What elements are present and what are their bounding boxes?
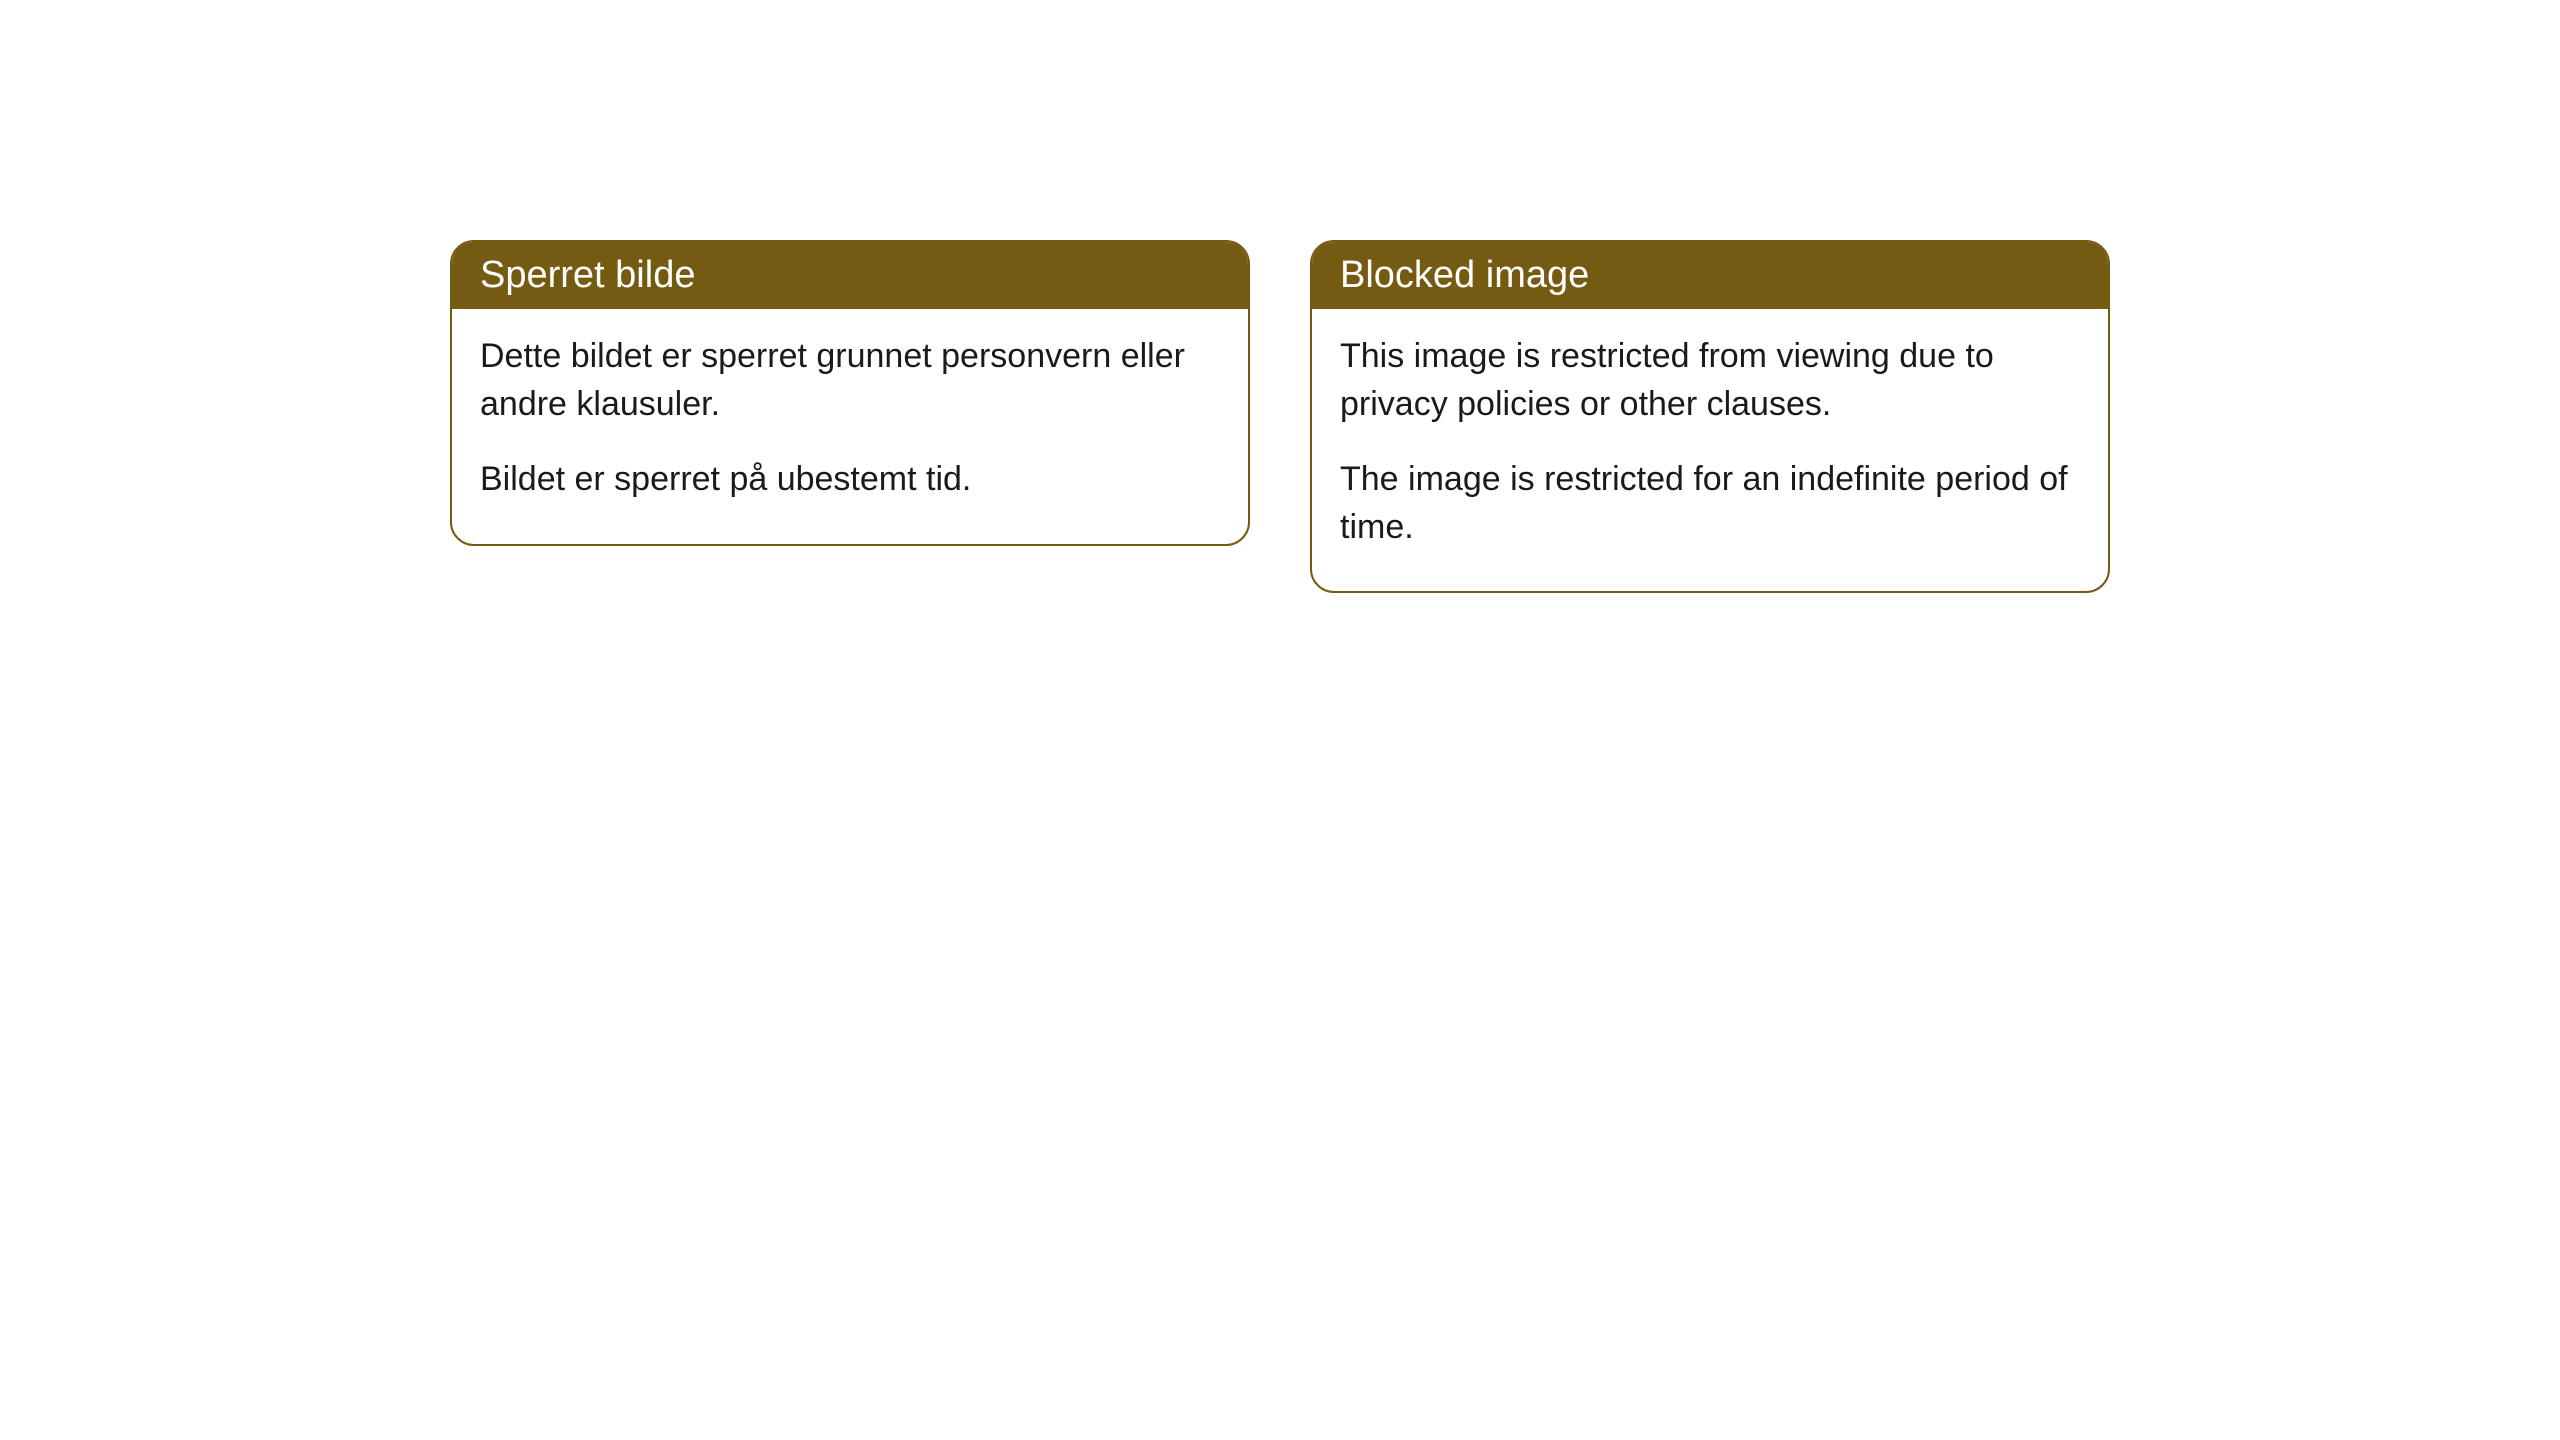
card-paragraph-2: Bildet er sperret på ubestemt tid. bbox=[480, 456, 1220, 504]
card-header: Blocked image bbox=[1312, 242, 2108, 309]
card-paragraph-2: The image is restricted for an indefinit… bbox=[1340, 456, 2080, 551]
card-header: Sperret bilde bbox=[452, 242, 1248, 309]
card-title: Blocked image bbox=[1340, 254, 1589, 296]
card-paragraph-1: This image is restricted from viewing du… bbox=[1340, 333, 2080, 428]
card-body: This image is restricted from viewing du… bbox=[1312, 309, 2108, 591]
blocked-image-card-english: Blocked image This image is restricted f… bbox=[1310, 240, 2110, 593]
blocked-image-card-norwegian: Sperret bilde Dette bildet er sperret gr… bbox=[450, 240, 1250, 546]
card-body: Dette bildet er sperret grunnet personve… bbox=[452, 309, 1248, 544]
card-title: Sperret bilde bbox=[480, 254, 695, 296]
card-paragraph-1: Dette bildet er sperret grunnet personve… bbox=[480, 333, 1220, 428]
